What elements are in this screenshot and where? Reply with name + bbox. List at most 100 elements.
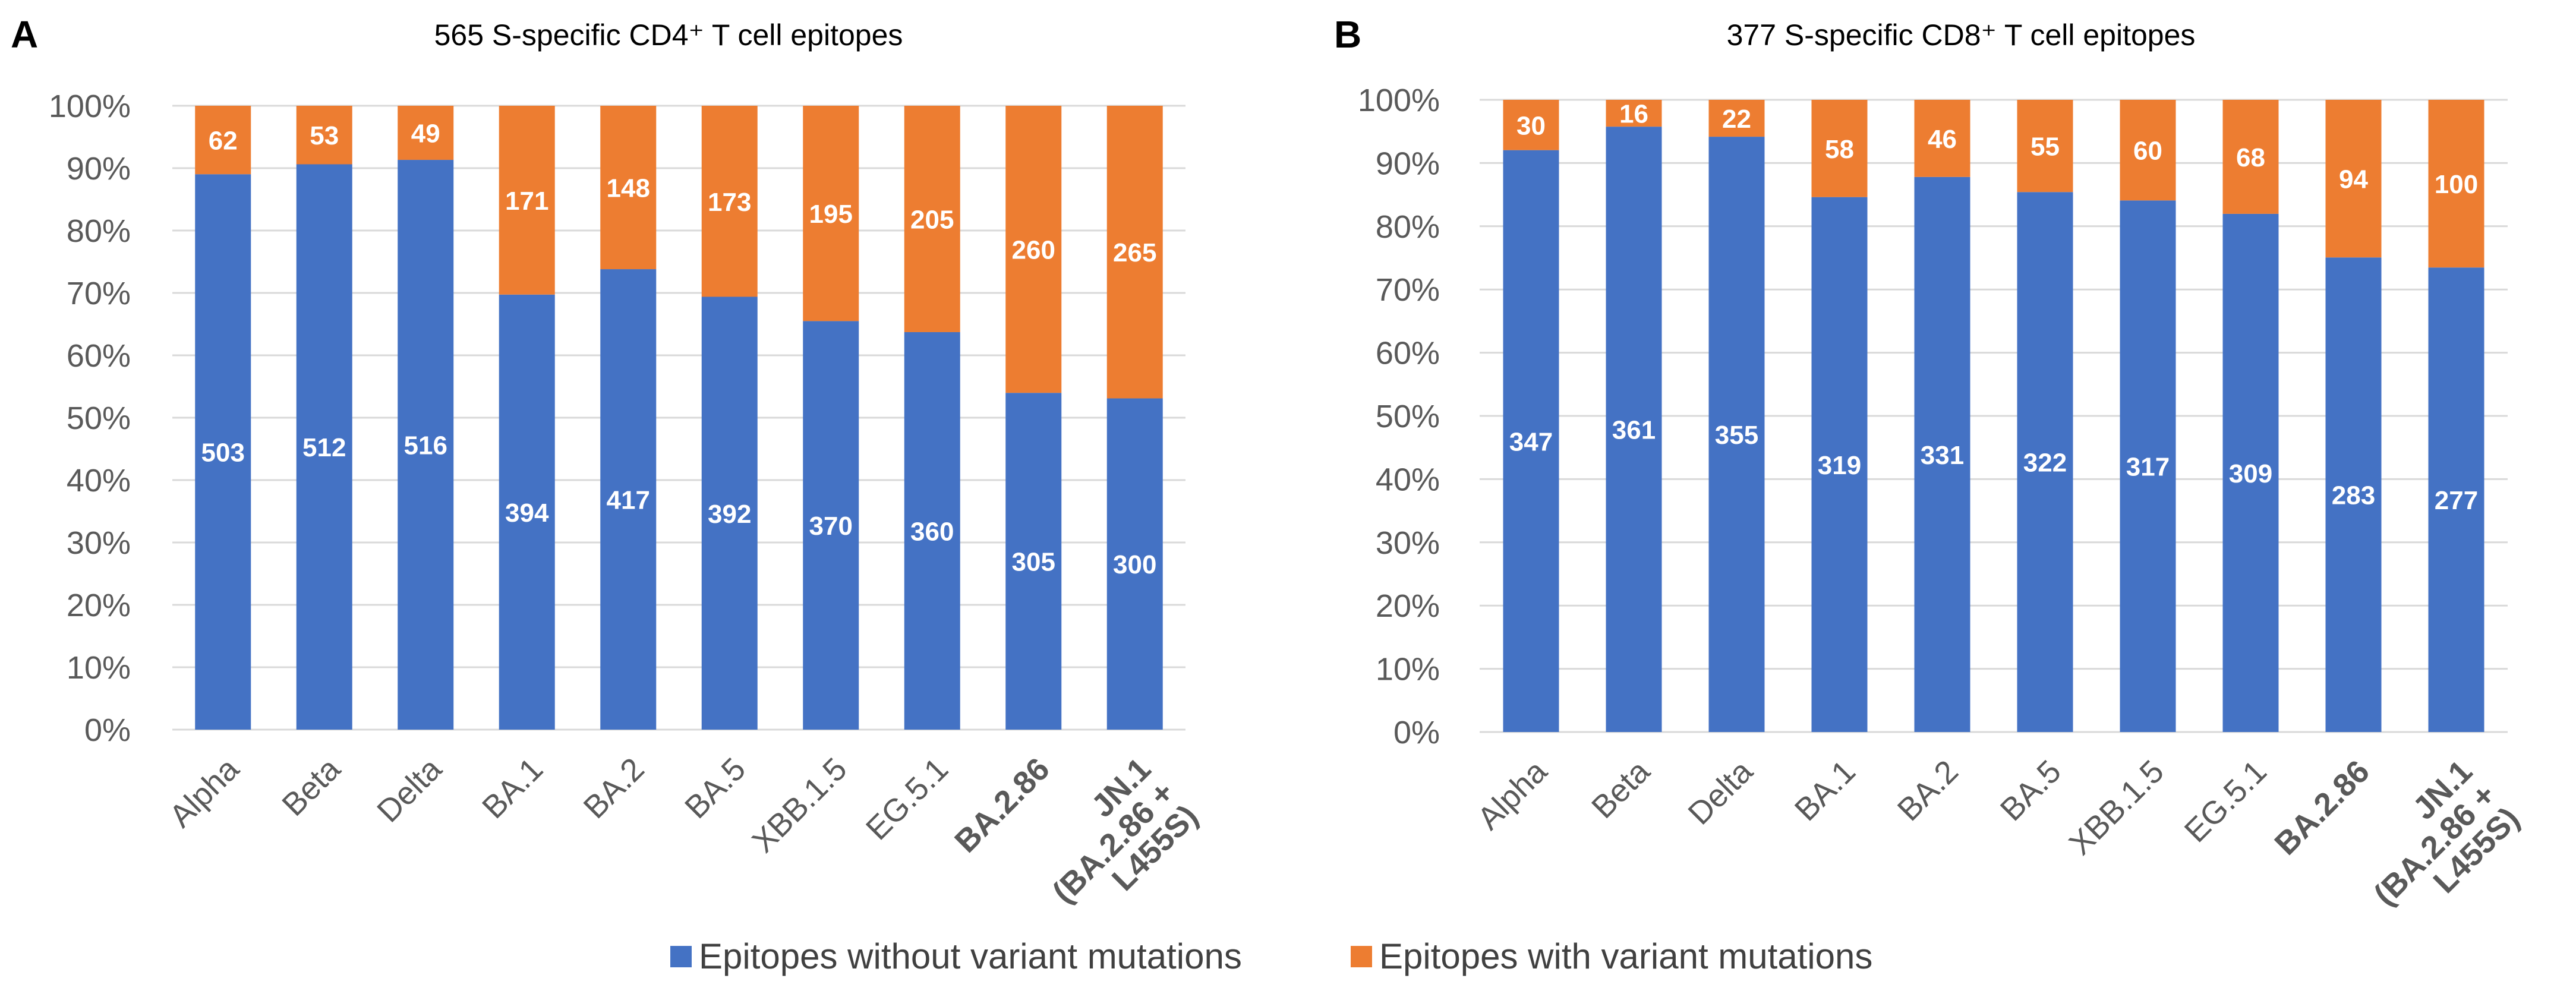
y-tick-label-b-8: 80%	[1376, 209, 1440, 245]
bar-with-a-jn-1-ba-2-86-l455s	[1106, 106, 1163, 399]
y-tick-label-a-6: 60%	[67, 338, 131, 374]
bar-with-b-ba-2-86	[2325, 100, 2382, 258]
bar-without-a-alpha	[195, 174, 251, 730]
y-tick-label-a-9: 90%	[67, 151, 131, 187]
y-tick-label-a-1: 10%	[67, 650, 131, 686]
data-label-without-a-ba-2-86: 305	[1012, 548, 1055, 577]
y-axis-ticks-a: 0% 10% 20% 30% 40% 50% 60% 70% 80% 90% 100%	[49, 89, 131, 748]
chart-title-b: 377 S-specific CD8⁺ T cell epitopes	[1727, 18, 2196, 52]
data-label-without-b-eg-5-1: 309	[2229, 459, 2272, 488]
y-tick-label-b-6: 60%	[1376, 336, 1440, 371]
bar-without-b-alpha	[1503, 150, 1559, 732]
x-tick-label-a-eg-5-1: EG.5.1	[859, 751, 955, 847]
bar-with-b-ba-2	[1914, 100, 1970, 177]
y-tick-label-b-3: 30%	[1376, 525, 1440, 561]
y-tick-label-a-10: 100%	[49, 89, 131, 124]
data-label-with-a-xbb-1-5: 195	[809, 200, 853, 229]
bar-with-a-alpha	[195, 106, 251, 175]
bar-with-a-ba-1	[499, 106, 555, 295]
y-tick-label-a-2: 20%	[67, 588, 131, 623]
data-label-without-a-delta: 516	[404, 431, 447, 460]
data-label-without-a-eg-5-1: 360	[910, 517, 954, 546]
x-tick-label-a-delta: Delta	[370, 750, 449, 829]
data-label-without-b-ba-5: 322	[2023, 449, 2067, 478]
bar-with-b-eg-5-1	[2222, 100, 2279, 214]
panel-letter-a: A	[11, 13, 38, 56]
legend-label-with-mutations: Epitopes with variant mutations	[1379, 936, 1872, 976]
chart-title-a: 565 S-specific CD4⁺ T cell epitopes	[434, 18, 903, 52]
x-tick-label-a-ba-2-86: BA.2.86	[948, 751, 1057, 860]
bar-without-b-jn-1-ba-2-86-l455s	[2428, 267, 2484, 732]
bar-without-b-eg-5-1	[2222, 213, 2279, 732]
data-label-with-b-ba-1: 58	[1825, 135, 1854, 164]
x-tick-label-a-ba-5: BA.5	[678, 751, 752, 825]
x-tick-label-b-ba-2-86: BA.2.86	[2268, 753, 2376, 862]
bar-without-a-ba-1	[499, 294, 555, 730]
bar-without-a-eg-5-1	[904, 332, 960, 730]
data-label-with-a-ba-5: 173	[708, 188, 751, 217]
x-tick-label-b-ba-1: BA.1	[1788, 753, 1862, 828]
x-tick-label-b-eg-5-1: EG.5.1	[2178, 753, 2274, 849]
bar-with-b-jn-1-ba-2-86-l455s	[2428, 100, 2484, 268]
data-label-with-b-beta: 16	[1619, 100, 1648, 129]
data-label-without-b-alpha: 347	[1509, 427, 1553, 456]
bar-with-a-ba-2-86	[1005, 106, 1062, 393]
y-tick-label-a-3: 30%	[67, 525, 131, 561]
bar-without-b-ba-2-86	[2325, 257, 2382, 732]
legend-label-without-mutations: Epitopes without variant mutations	[699, 936, 1242, 976]
bar-with-a-xbb-1-5	[803, 106, 859, 321]
data-label-without-a-beta: 512	[302, 433, 346, 462]
bars-b: 347 30 361 16 355 22 319 58 331 46 322 55 317 60 309 68…	[1503, 100, 2484, 732]
y-tick-label-a-7: 70%	[67, 276, 131, 311]
x-tick-label-b-xbb-1-5: XBB.1.5	[2062, 753, 2171, 862]
y-tick-label-b-10: 100%	[1358, 83, 1440, 118]
data-label-with-a-beta: 53	[310, 121, 339, 150]
data-label-without-b-delta: 355	[1715, 421, 1758, 450]
bar-without-a-delta	[398, 160, 454, 730]
bar-with-b-alpha	[1503, 100, 1559, 150]
x-tick-label-a-beta: Beta	[275, 750, 348, 823]
data-label-without-b-jn-1-ba-2-86-l455s: 277	[2435, 486, 2478, 515]
data-label-with-a-alpha: 62	[209, 127, 238, 156]
data-label-with-b-ba-5: 55	[2030, 132, 2060, 162]
bar-without-b-xbb-1-5	[2120, 200, 2176, 732]
bar-without-b-beta	[1606, 127, 1662, 732]
y-tick-label-a-8: 80%	[67, 213, 131, 249]
data-label-without-b-ba-1: 319	[1818, 451, 1861, 480]
y-tick-label-b-5: 50%	[1376, 399, 1440, 434]
data-label-without-b-xbb-1-5: 317	[2126, 453, 2170, 482]
bar-without-a-beta	[296, 164, 352, 730]
bar-without-a-jn-1-ba-2-86-l455s	[1106, 398, 1163, 730]
data-label-without-a-xbb-1-5: 370	[809, 512, 853, 541]
data-label-without-a-alpha: 503	[201, 438, 245, 468]
x-tick-label-b-delta: Delta	[1681, 753, 1760, 831]
bar-without-b-ba-5	[2017, 192, 2073, 732]
y-tick-label-b-4: 40%	[1376, 462, 1440, 497]
bar-with-b-delta	[1708, 100, 1765, 137]
data-label-with-b-ba-2: 46	[1928, 125, 1957, 154]
legend: Epitopes without variant mutations Epito…	[670, 936, 1872, 976]
x-tick-label-a-xbb-1-5: XBB.1.5	[745, 751, 854, 860]
panel-b: B 377 S-specific CD8⁺ T cell epitopes 0%…	[1334, 13, 2526, 913]
data-label-without-a-jn-1-ba-2-86-l455s: 300	[1113, 550, 1156, 579]
data-label-with-a-ba-2: 148	[607, 174, 650, 203]
y-tick-label-a-5: 50%	[67, 400, 131, 436]
data-label-without-a-ba-2: 417	[607, 486, 650, 515]
y-tick-label-b-2: 20%	[1376, 588, 1440, 624]
bar-without-a-xbb-1-5	[803, 321, 859, 730]
data-label-with-a-delta: 49	[411, 119, 440, 149]
bar-with-a-eg-5-1	[904, 106, 960, 332]
x-tick-label-a-ba-2: BA.2	[577, 751, 651, 825]
x-tick-label-b-ba-2: BA.2	[1891, 753, 1965, 828]
legend-swatch-with-mutations	[1351, 946, 1372, 967]
data-label-with-b-alpha: 30	[1516, 111, 1546, 140]
panel-letter-b: B	[1334, 13, 1361, 56]
data-label-without-a-ba-5: 392	[708, 500, 751, 529]
bar-with-a-delta	[398, 106, 454, 160]
x-tick-label-b-beta: Beta	[1585, 753, 1657, 825]
data-label-with-b-ba-2-86: 94	[2339, 165, 2368, 194]
y-tick-label-b-9: 90%	[1376, 146, 1440, 181]
